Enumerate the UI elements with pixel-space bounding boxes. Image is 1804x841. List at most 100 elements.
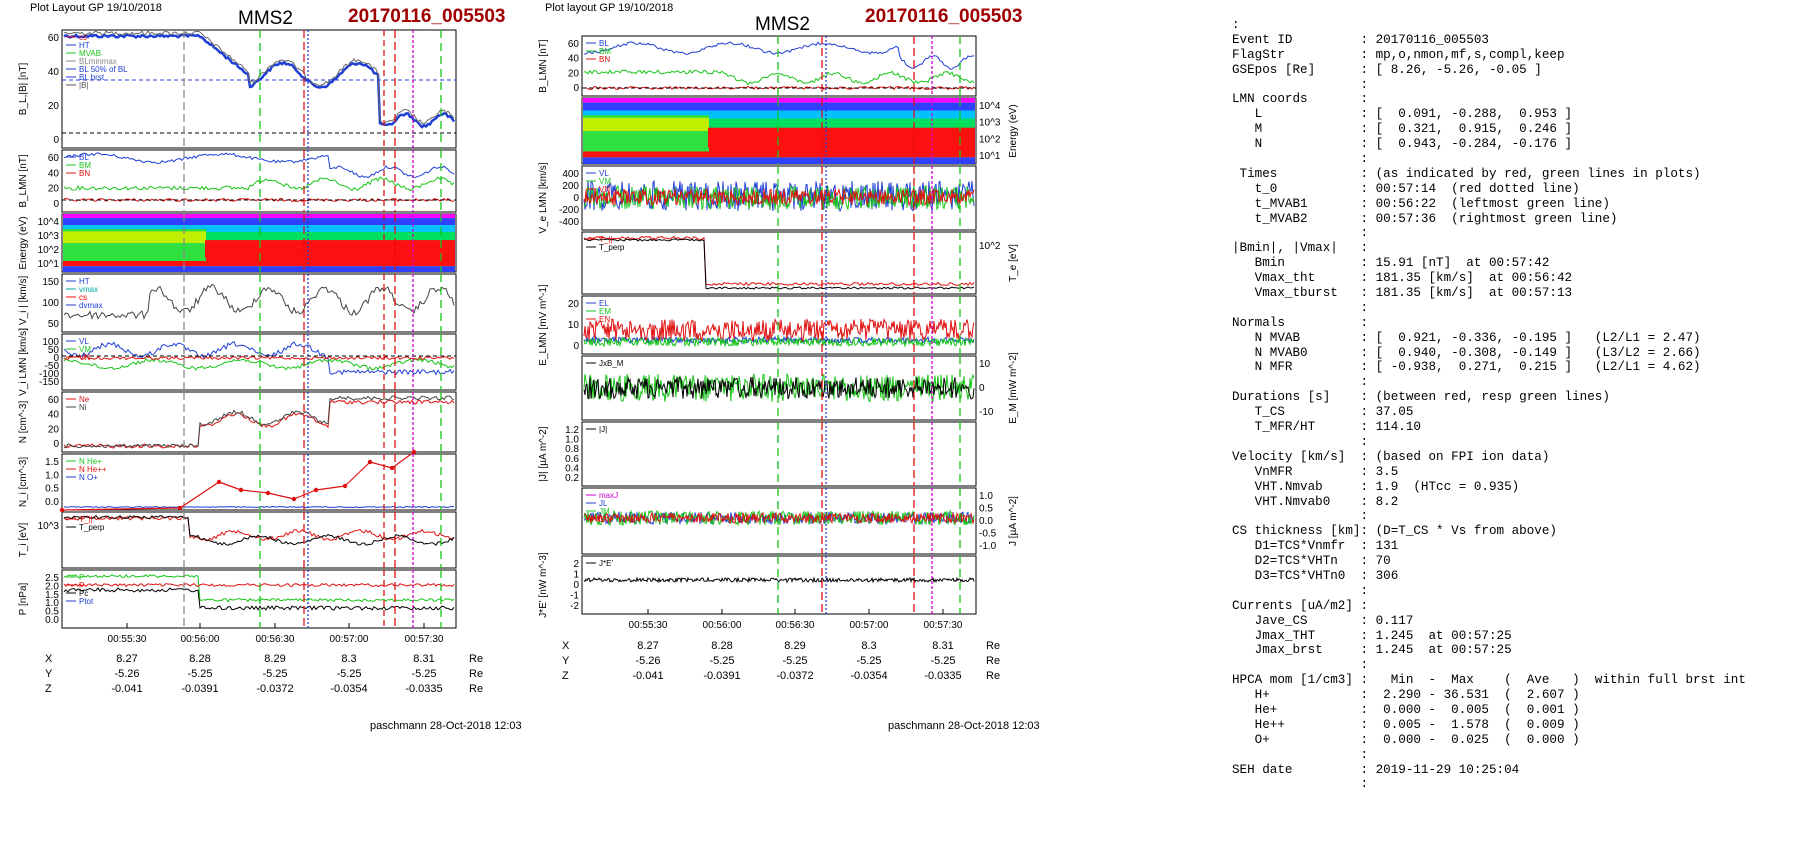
left-series-VN bbox=[63, 355, 455, 361]
middle-series-JM bbox=[583, 509, 975, 527]
left-ytick: 10^3 bbox=[38, 521, 60, 532]
left-legend-0: MVAB bbox=[79, 49, 101, 58]
left-coord-value: 8.29 bbox=[264, 653, 286, 665]
middle-panel-7 bbox=[581, 487, 977, 555]
left-ytick: 40 bbox=[48, 67, 60, 78]
middle-series-Ter bbox=[583, 235, 975, 287]
left-coord-value: -5.26 bbox=[114, 668, 140, 680]
left-ytick: 0.0 bbox=[45, 497, 59, 508]
middle-legend-4: EL bbox=[599, 299, 609, 308]
left-series-VL bbox=[63, 340, 455, 376]
middle-event-id: 20170116_005503 bbox=[865, 6, 1023, 27]
left-panel-3 bbox=[61, 273, 457, 333]
left-ytick: 100 bbox=[42, 298, 59, 309]
left-ytick: 150 bbox=[42, 277, 59, 288]
middle-coord-value: -5.25 bbox=[856, 655, 882, 667]
middle-legend-6: |J| bbox=[599, 425, 607, 434]
middle-panel-8 bbox=[581, 555, 977, 615]
left-legend-1: BN bbox=[79, 169, 90, 178]
left-legend-0: BL brst bbox=[79, 73, 105, 82]
left-legend-3: vmax bbox=[79, 285, 98, 294]
middle-panel-2 bbox=[581, 165, 977, 231]
left-ytick: -100 bbox=[39, 369, 59, 380]
info-line: T_MFR/HT : 114.10 bbox=[1232, 420, 1421, 435]
left-legend-0: BL 50% of BL bbox=[79, 65, 128, 74]
info-line: Vmax_tht : 181.35 [km/s] at 00:56:42 bbox=[1232, 271, 1573, 286]
middle-panel-4 bbox=[581, 295, 977, 355]
left-ytick: -150 bbox=[39, 377, 59, 388]
info-line: : bbox=[1232, 583, 1369, 598]
middle-ytick: 40 bbox=[568, 54, 580, 65]
info-line: D3=TCS*VHTn0 : 306 bbox=[1232, 568, 1399, 583]
info-line: : bbox=[1232, 300, 1369, 315]
left-coord-value: 8.3 bbox=[341, 653, 357, 665]
middle-coord-value: -0.0354 bbox=[850, 670, 888, 682]
left-ylabel-8: P [nPa] bbox=[18, 582, 29, 615]
left-ytick: 0.0 bbox=[45, 615, 59, 626]
left-ylabel-7: T_i [eV] bbox=[18, 523, 29, 558]
left-ytick: 20 bbox=[48, 184, 60, 195]
middle-ytick: 200 bbox=[562, 181, 579, 192]
left-ytick: 40 bbox=[48, 168, 60, 179]
left-ytick: 20 bbox=[48, 424, 60, 435]
middle-series-EN bbox=[583, 336, 975, 348]
middle-ytick: 20 bbox=[568, 299, 580, 310]
middle-ytick: -2 bbox=[570, 601, 579, 612]
middle-legend-8: J*E' bbox=[599, 559, 613, 568]
left-panel-0 bbox=[61, 29, 457, 149]
middle-coord-label: Y bbox=[562, 655, 570, 667]
middle-ytick: 0.4 bbox=[565, 463, 579, 474]
middle-ylabel-0: B_LMN [nT] bbox=[538, 39, 549, 93]
left-ytick: 2.0 bbox=[45, 581, 59, 592]
middle-coord-value: -0.0372 bbox=[776, 670, 814, 682]
middle-legend-0: BM bbox=[599, 47, 611, 56]
left-series-Vi bbox=[63, 283, 455, 321]
info-line: FlagStr : mp,o,nmon,mf,s,compl,keep bbox=[1232, 47, 1565, 62]
left-ytick: 2.5 bbox=[45, 573, 59, 584]
info-line: Normals : bbox=[1232, 315, 1369, 330]
left-legend-0: cs bbox=[79, 33, 87, 42]
left-legend-5: Ni bbox=[79, 403, 87, 412]
left-legend-8: Pc bbox=[79, 589, 88, 598]
info-line: Event ID : 20170116_005503 bbox=[1232, 32, 1489, 47]
left-series-Ni bbox=[63, 395, 455, 449]
left-legend-8: P bbox=[79, 573, 84, 582]
left-legend-4: VN bbox=[79, 353, 90, 362]
middle-legend-7: JM bbox=[599, 507, 610, 516]
info-line: Currents [uA/m2] : bbox=[1232, 598, 1369, 613]
left-time-tick: 00:55:30 bbox=[108, 634, 147, 645]
left-legend-7: T_|| bbox=[79, 515, 93, 524]
middle-ytick: 0 bbox=[573, 193, 579, 204]
info-line: : bbox=[1232, 434, 1369, 449]
left-coord-value: -5.25 bbox=[187, 668, 213, 680]
middle-ylabel-3: T_e [eV] bbox=[1008, 244, 1019, 282]
left-legend-1: BL bbox=[79, 153, 89, 162]
middle-series-VM bbox=[583, 185, 975, 211]
info-line: : bbox=[1232, 658, 1369, 673]
info-line: He+ : 0.000 - 0.005 ( 0.001 ) bbox=[1232, 702, 1580, 717]
middle-ytick: 0.5 bbox=[979, 504, 993, 515]
middle-ytick: -200 bbox=[559, 205, 579, 216]
info-line: t_0 : 00:57:14 (red dotted line) bbox=[1232, 181, 1580, 196]
middle-ytick: 0 bbox=[979, 383, 985, 394]
left-ytick: 0.5 bbox=[45, 607, 59, 618]
info-line: D1=TCS*Vnmfr : 131 bbox=[1232, 539, 1399, 554]
left-coord-value: -5.25 bbox=[336, 668, 362, 680]
middle-legend-0: BL bbox=[599, 39, 609, 48]
middle-ytick: -0.5 bbox=[979, 529, 997, 540]
left-coord-value: -0.0354 bbox=[330, 683, 368, 695]
left-spectrogram bbox=[63, 214, 455, 272]
left-coord-unit: Re bbox=[469, 668, 484, 680]
left-time-tick: 00:57:30 bbox=[405, 634, 444, 645]
middle-coord-value: 8.31 bbox=[932, 640, 954, 652]
left-series-Tpar bbox=[63, 515, 455, 542]
left-coord-unit: Re bbox=[469, 653, 484, 665]
middle-series-BM bbox=[583, 69, 975, 86]
left-ylabel-3: | V_i | [km/s] bbox=[18, 275, 29, 330]
left-time-tick: 00:56:30 bbox=[256, 634, 295, 645]
middle-ytick: 0 bbox=[573, 83, 579, 94]
left-coord-value: 8.31 bbox=[413, 653, 435, 665]
middle-legend-2: VN bbox=[599, 185, 610, 194]
middle-series-VN bbox=[583, 187, 975, 207]
